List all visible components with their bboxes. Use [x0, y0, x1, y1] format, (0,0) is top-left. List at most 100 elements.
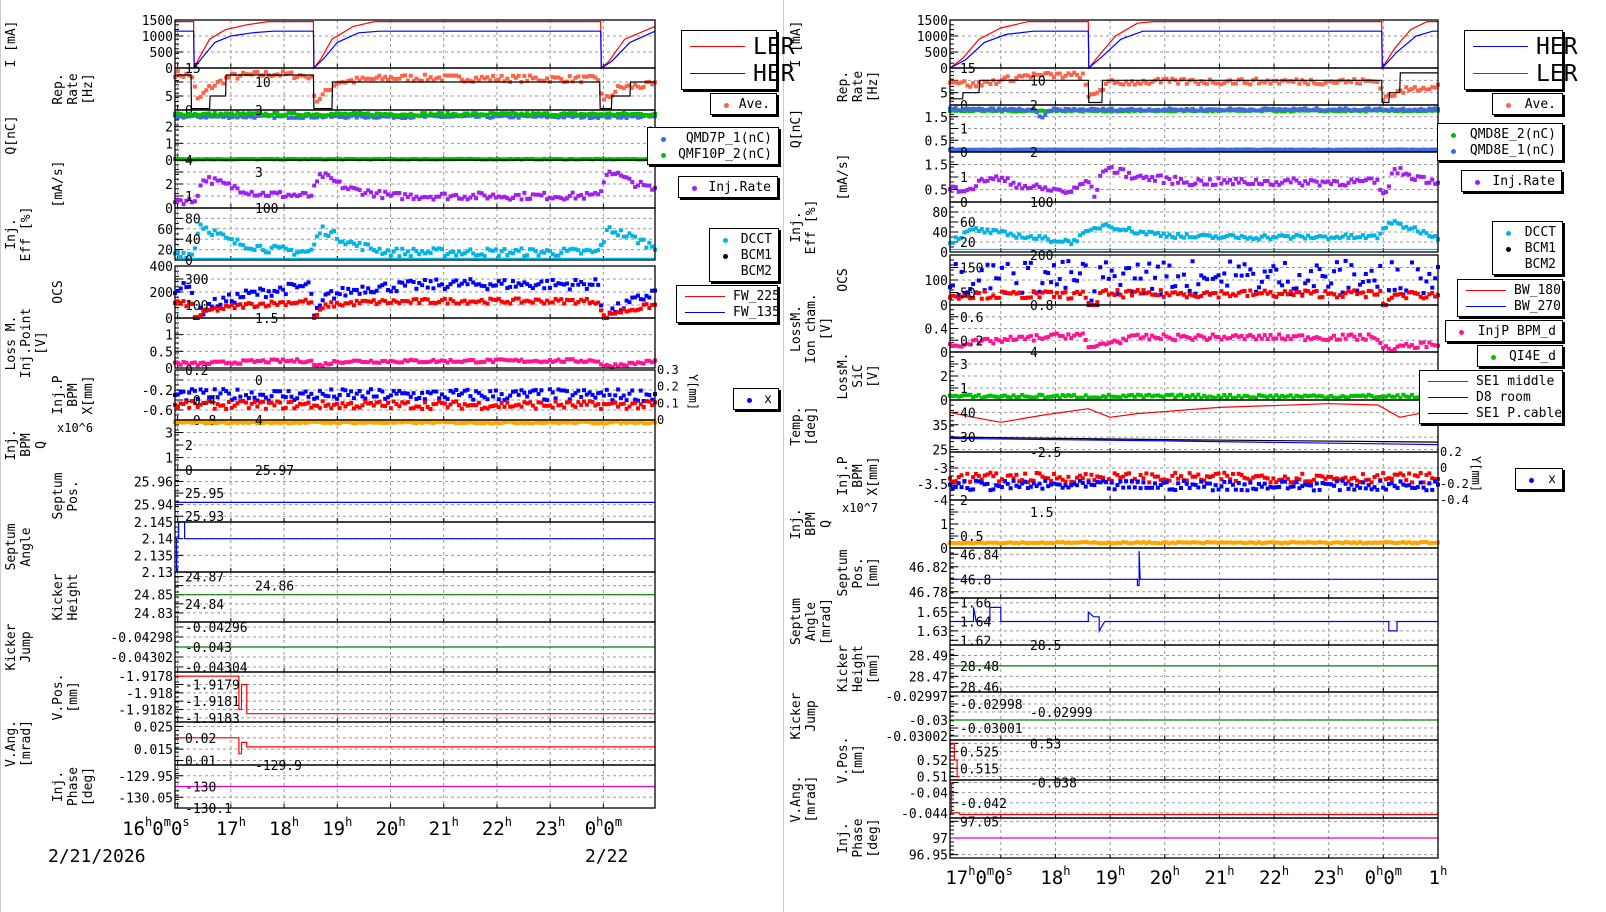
- panel-frame: [949, 19, 1439, 69]
- data-point: [400, 299, 405, 304]
- data-point: [516, 112, 521, 117]
- data-point: [1363, 394, 1368, 399]
- data-point: [530, 156, 535, 161]
- data-point: [340, 114, 345, 119]
- data-point: [1329, 147, 1334, 152]
- data-point: [493, 357, 498, 362]
- data-point: [1040, 290, 1045, 295]
- data-point: [982, 107, 987, 112]
- data-point: [306, 400, 311, 405]
- data-point: [618, 173, 623, 178]
- data-point: [306, 194, 311, 199]
- data-point: [190, 387, 195, 392]
- data-point: [428, 75, 433, 80]
- data-point: [493, 298, 498, 303]
- data-point: [1256, 291, 1261, 296]
- data-point: [564, 357, 569, 362]
- data-point: [1132, 231, 1137, 236]
- data-point: [573, 359, 578, 364]
- data-point: [422, 72, 427, 77]
- data-point: [1103, 288, 1108, 293]
- data-point: [562, 419, 567, 424]
- y-tick-label: 5: [165, 90, 173, 105]
- data-point: [1404, 394, 1409, 399]
- data-point: [386, 192, 391, 197]
- data-point: [1308, 393, 1313, 398]
- data-point: [1161, 147, 1166, 152]
- data-point: [618, 308, 623, 313]
- data-point: [272, 403, 277, 408]
- data-point: [190, 360, 195, 365]
- y-tick-label: 1: [960, 123, 968, 138]
- data-point: [1083, 82, 1088, 87]
- data-point: [1199, 147, 1204, 152]
- data-point: [190, 200, 195, 205]
- data-point: [1306, 147, 1311, 152]
- data-point: [530, 247, 535, 252]
- data-point: [201, 111, 206, 116]
- data-point: [533, 249, 538, 254]
- data-point: [363, 76, 368, 81]
- data-point: [1228, 106, 1233, 111]
- data-point: [953, 80, 958, 85]
- data-point: [1404, 171, 1409, 176]
- data-point: [633, 111, 638, 116]
- data-point: [999, 229, 1004, 234]
- data-point: [323, 393, 328, 398]
- y-tick-label: -1.9178: [118, 670, 173, 685]
- data-point: [272, 357, 277, 362]
- data-point: [226, 75, 231, 80]
- data-point: [215, 308, 220, 313]
- data-point: [1239, 396, 1244, 401]
- data-point: [278, 421, 283, 426]
- data-point: [1271, 336, 1276, 341]
- data-point: [269, 293, 274, 298]
- data-point: [973, 337, 978, 342]
- panel-0-15: Inj. Phase [deg]-129.9-129.95-130-130.05-1…: [51, 759, 656, 817]
- data-point: [360, 114, 365, 119]
- data-point: [266, 193, 271, 198]
- data-point: [320, 399, 325, 404]
- data-point: [357, 405, 362, 410]
- data-point: [1011, 180, 1016, 185]
- data-point: [190, 290, 195, 295]
- data-point: [525, 156, 530, 161]
- panel-1-9: Inj.P BPM X[mm]-0.4-0.200.2Y[mm]-2.5-3-3.5…: [836, 445, 1483, 509]
- y-axis-label: BPM: [19, 433, 34, 457]
- data-point: [604, 402, 609, 407]
- data-point: [198, 115, 203, 120]
- data-point: [1207, 107, 1212, 112]
- data-point: [491, 111, 496, 116]
- data-point: [641, 398, 646, 403]
- data-point: [289, 247, 294, 252]
- data-point: [553, 253, 558, 258]
- y-tick-label: 60: [960, 216, 976, 231]
- data-point: [482, 76, 487, 81]
- data-point: [1066, 71, 1071, 76]
- data-point: [522, 74, 527, 79]
- data-point: [1170, 392, 1175, 397]
- data-point: [252, 395, 257, 400]
- data-point: [530, 192, 535, 197]
- data-point: [309, 74, 314, 79]
- data-point: [976, 178, 981, 183]
- data-point: [476, 360, 481, 365]
- data-point: [1412, 395, 1417, 400]
- data-point: [962, 79, 967, 84]
- data-point: [479, 393, 484, 398]
- y-tick-label: 10: [1030, 74, 1046, 89]
- data-point: [377, 300, 382, 305]
- data-point: [474, 421, 479, 426]
- data-point: [207, 114, 212, 119]
- data-point: [968, 84, 973, 89]
- data-point: [329, 176, 334, 181]
- data-point: [1280, 233, 1285, 238]
- data-point: [1063, 147, 1068, 152]
- data-point: [1060, 259, 1065, 264]
- data-point: [488, 156, 493, 161]
- data-point: [650, 112, 655, 117]
- data-point: [545, 403, 550, 408]
- data-point: [386, 301, 391, 306]
- data-point: [1288, 393, 1293, 398]
